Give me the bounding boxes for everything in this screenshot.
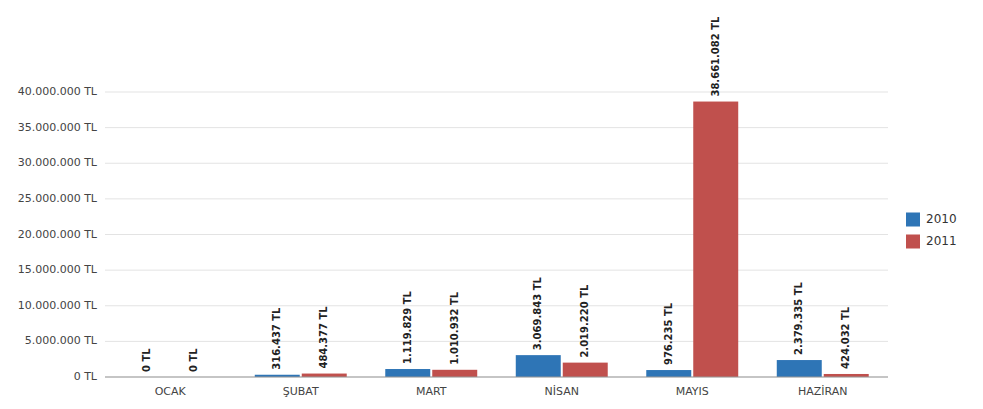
legend-label: 2010 [926, 212, 957, 226]
y-tick-label: 25.000.000 TL [18, 192, 98, 205]
x-axis: OCAK ŞUBAT MART NİSAN MAYIS HAZİRAN [105, 377, 888, 398]
x-tick-label: ŞUBAT [283, 385, 319, 398]
bar [693, 102, 738, 377]
x-tick-label: HAZİRAN [798, 385, 848, 398]
x-tick-label: MART [416, 385, 447, 398]
bars [255, 102, 869, 377]
data-label: 38.661.082 TL [710, 16, 721, 97]
y-tick-label: 20.000.000 TL [18, 228, 98, 241]
chart-container: 0 TL 5.000.000 TL 10.000.000 TL 15.000.000 … [0, 0, 983, 409]
y-tick-label: 30.000.000 TL [18, 156, 98, 169]
bar [563, 363, 608, 377]
grid-line [105, 341, 888, 342]
data-label: 1.119.829 TL [402, 290, 413, 364]
data-label: 484.377 TL [318, 306, 329, 369]
bar [385, 369, 430, 377]
x-tick-label: NİSAN [545, 385, 579, 398]
bar [777, 360, 822, 377]
grid-line [105, 270, 888, 271]
data-label: 1.010.932 TL [449, 291, 460, 365]
bar [516, 355, 561, 377]
legend-swatch [906, 235, 920, 249]
data-label: 3.069.843 TL [532, 277, 543, 351]
data-label: 2.379.335 TL [793, 281, 804, 355]
x-tick-label: MAYIS [676, 385, 709, 398]
data-label: 976.235 TL [663, 302, 674, 365]
data-label: 2.019.220 TL [579, 284, 590, 358]
grid-line [105, 377, 888, 378]
data-label: 316.437 TL [271, 307, 282, 370]
x-tick-label: OCAK [155, 385, 187, 398]
y-tick-label: 0 TL [74, 370, 98, 383]
data-labels: 0 TL 316.437 TL 1.119.829 TL 3.069.843 TL 97… [141, 16, 851, 372]
grid-line [105, 305, 888, 306]
y-tick-label: 10.000.000 TL [18, 299, 98, 312]
y-axis: 0 TL 5.000.000 TL 10.000.000 TL 15.000.000 … [18, 85, 888, 383]
x-axis-line [105, 377, 888, 378]
legend-swatch [906, 213, 920, 227]
grid-line [105, 163, 888, 164]
bar [432, 370, 477, 377]
grid-line [105, 234, 888, 235]
grid-line [105, 198, 888, 199]
grid-line [105, 92, 888, 93]
y-tick-label: 15.000.000 TL [18, 263, 98, 276]
data-label: 0 TL [188, 348, 199, 372]
data-label: 424.032 TL [840, 306, 851, 369]
y-tick-label: 40.000.000 TL [18, 85, 98, 98]
y-tick-label: 35.000.000 TL [18, 121, 98, 134]
legend: 2010 2011 [906, 212, 957, 249]
y-tick-label: 5.000.000 TL [25, 334, 98, 347]
grid-line [105, 127, 888, 128]
legend-label: 2011 [926, 234, 957, 248]
bar [646, 370, 691, 377]
data-label: 0 TL [141, 348, 152, 372]
bar [302, 374, 347, 377]
chart: 0 TL 5.000.000 TL 10.000.000 TL 15.000.000 … [0, 0, 983, 409]
